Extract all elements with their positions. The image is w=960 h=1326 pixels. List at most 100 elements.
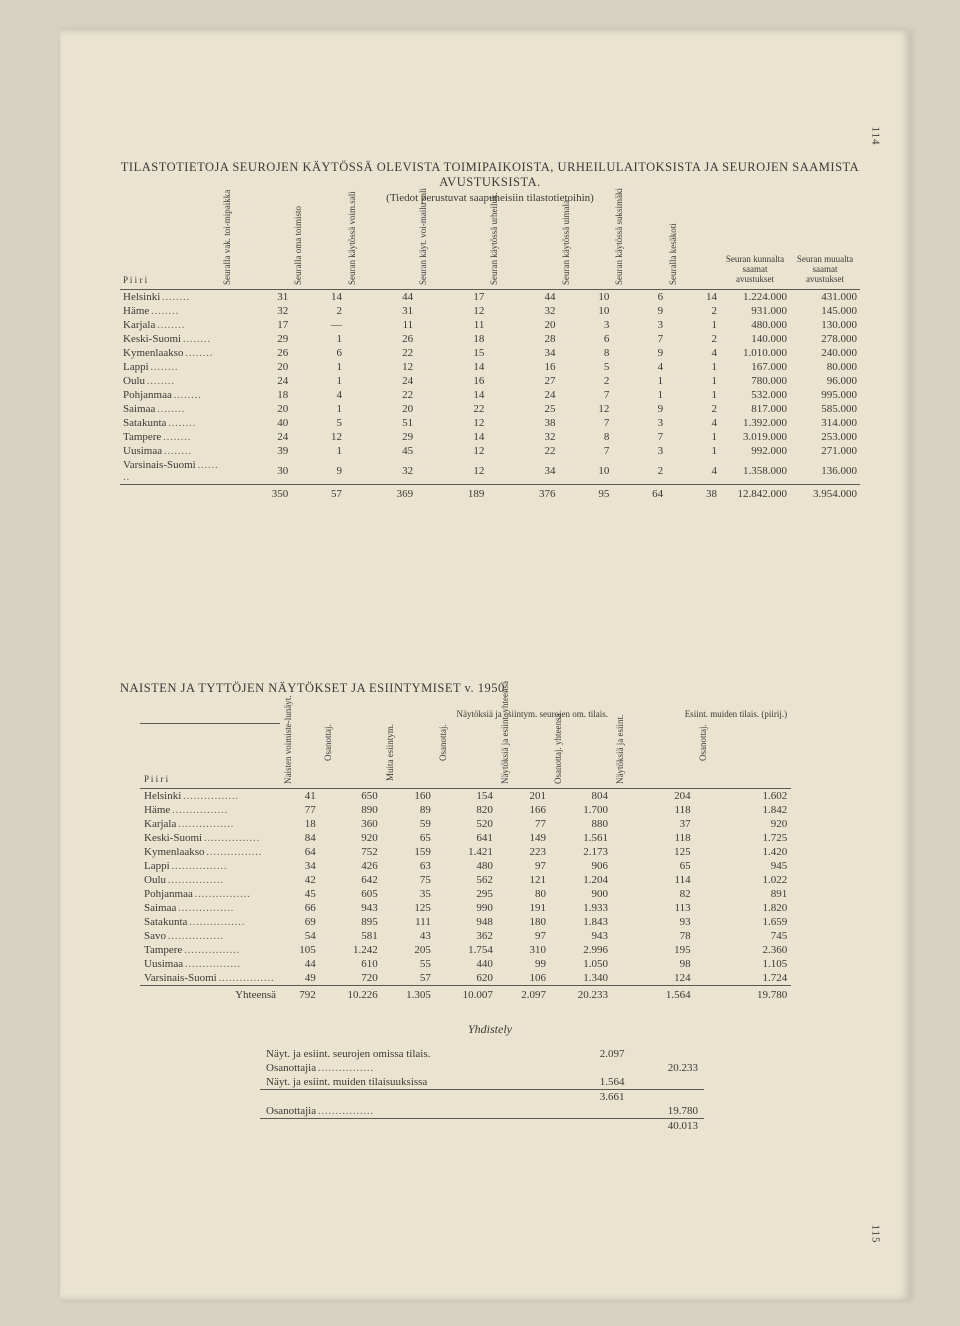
cell: 943: [320, 901, 382, 915]
table2-hdr-right: Esiint. muiden tilais. (piirij.): [612, 708, 791, 723]
cell: 118: [612, 803, 695, 817]
cell: 34: [280, 859, 320, 873]
cell: 4: [666, 346, 720, 360]
total-cell: 12.842.000: [720, 485, 790, 502]
cell: 93: [612, 915, 695, 929]
yhdistely-table: Näyt. ja esiint. seurojen omissa tilais.…: [260, 1047, 704, 1133]
cell: 6: [291, 346, 345, 360]
cell: 149: [497, 831, 550, 845]
table-row: Keski-Suomi291261828672140.000278.000: [120, 332, 860, 346]
cell: 1: [612, 388, 666, 402]
cell: 16: [487, 360, 558, 374]
total-cell: 2.097: [497, 986, 550, 1003]
cell: 65: [612, 859, 695, 873]
cell: 77: [280, 803, 320, 817]
cell: 17: [220, 318, 291, 332]
cell: 96.000: [790, 374, 860, 388]
cell: 145.000: [790, 304, 860, 318]
cell: 1.340: [550, 971, 612, 986]
cell: 1.224.000: [720, 290, 790, 305]
cell: 880: [550, 817, 612, 831]
row-label: Keski-Suomi: [140, 831, 280, 845]
yhd-val: 40.013: [631, 1119, 704, 1134]
cell: 201: [497, 789, 550, 804]
cell: 31: [345, 304, 416, 318]
cell: 32: [487, 430, 558, 444]
yhd-val: 20.233: [631, 1061, 704, 1075]
cell: 1.725: [695, 831, 792, 845]
cell: 41: [280, 789, 320, 804]
row-label: Tampere: [120, 430, 220, 444]
cell: 20: [487, 318, 558, 332]
yhd-val: 2.097: [567, 1047, 631, 1061]
table-row: Varsinais-Suomi30932123410241.358.000136…: [120, 458, 860, 485]
cell: 4: [612, 360, 666, 374]
row-label: Karjala: [120, 318, 220, 332]
yhd-val: 1.564: [567, 1075, 631, 1090]
total-cell: 1.305: [382, 986, 435, 1003]
cell: 32: [220, 304, 291, 318]
cell: 29: [220, 332, 291, 346]
cell: 278.000: [790, 332, 860, 346]
cell: 223: [497, 845, 550, 859]
yhd-val: 19.780: [631, 1104, 704, 1119]
cell: 97: [497, 859, 550, 873]
table1-col-1: Seuralla oma toimisto: [291, 214, 345, 290]
cell: 1.820: [695, 901, 792, 915]
table-row: Uusimaa391451222731992.000271.000: [120, 444, 860, 458]
table1-col-2: Seuran käytössä voim.sali: [345, 214, 416, 290]
cell: 8: [559, 430, 613, 444]
cell: 1.602: [695, 789, 792, 804]
cell: 27: [487, 374, 558, 388]
cell: 37: [612, 817, 695, 831]
cell: 581: [320, 929, 382, 943]
cell: 1: [291, 332, 345, 346]
cell: 7: [559, 444, 613, 458]
total-cell: 376: [487, 485, 558, 502]
cell: 6: [612, 290, 666, 305]
cell: 3: [612, 444, 666, 458]
cell: 1.561: [550, 831, 612, 845]
row-label: Oulu: [120, 374, 220, 388]
cell: 12: [416, 444, 487, 458]
cell: 890: [320, 803, 382, 817]
cell: 44: [280, 957, 320, 971]
table-row: Oulu42642755621211.2041141.022: [140, 873, 791, 887]
cell: 1.700: [550, 803, 612, 817]
cell: 14: [291, 290, 345, 305]
cell: 89: [382, 803, 435, 817]
cell: 720: [320, 971, 382, 986]
cell: 1.933: [550, 901, 612, 915]
table-row: Kymenlaakso647521591.4212232.1731251.420: [140, 845, 791, 859]
cell: 1.421: [435, 845, 497, 859]
table-row: Häme77890898201661.7001181.842: [140, 803, 791, 817]
cell: 77: [497, 817, 550, 831]
cell: 12: [291, 430, 345, 444]
cell: 99: [497, 957, 550, 971]
cell: 113: [612, 901, 695, 915]
cell: 12: [559, 402, 613, 416]
cell: 1.659: [695, 915, 792, 929]
page-number-top: 114: [869, 126, 881, 145]
cell: 125: [612, 845, 695, 859]
cell: 585.000: [790, 402, 860, 416]
table-row: Helsinki416501601542018042041.602: [140, 789, 791, 804]
cell: 2: [612, 458, 666, 485]
cell: 1.842: [695, 803, 792, 817]
row-label: Saimaa: [140, 901, 280, 915]
cell: 40: [220, 416, 291, 430]
cell: 2: [666, 332, 720, 346]
cell: 817.000: [720, 402, 790, 416]
table-row: Keski-Suomi84920656411491.5611181.725: [140, 831, 791, 845]
cell: 253.000: [790, 430, 860, 444]
cell: 7: [559, 416, 613, 430]
cell: 9: [291, 458, 345, 485]
cell: 1: [666, 430, 720, 444]
yhd-row: 3.661: [260, 1090, 704, 1105]
cell: 22: [345, 388, 416, 402]
cell: 82: [612, 887, 695, 901]
cell: 431.000: [790, 290, 860, 305]
table-row: Savo54581433629794378745: [140, 929, 791, 943]
table2-col-1: Osanottaj.: [320, 723, 382, 789]
cell: 1.204: [550, 873, 612, 887]
